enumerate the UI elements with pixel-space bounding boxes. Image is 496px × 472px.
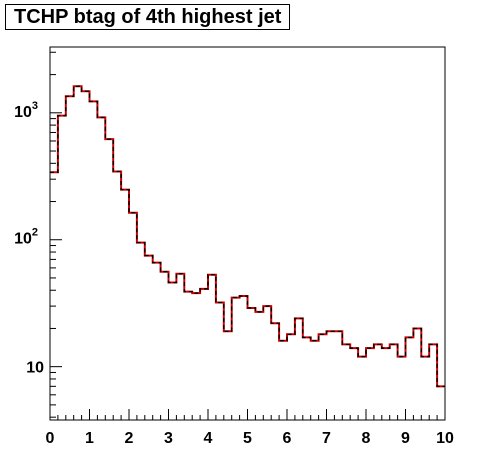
histogram-series-red-line: [50, 85, 445, 388]
y-tick-label: 102: [14, 227, 38, 248]
x-tick-label: 9: [401, 430, 410, 447]
histogram-series-black-dashed-line: [50, 85, 445, 388]
x-tick-label: 3: [164, 430, 173, 447]
axis-ticks: [49, 51, 446, 420]
x-tick-label: 10: [436, 430, 454, 447]
tick-labels: 0 1 2 3 4 5 6 7 8 9 10 10 102 103: [14, 100, 454, 447]
x-tick-label: 5: [243, 430, 252, 447]
x-tick-label: 8: [362, 430, 371, 447]
chart-title: TCHP btag of 4th highest jet: [5, 4, 291, 30]
y-tick-label: 10: [26, 360, 44, 377]
y-tick-label: 103: [14, 100, 38, 121]
x-tick-label: 7: [322, 430, 331, 447]
plot-frame: [49, 46, 446, 421]
x-tick-label: 4: [204, 430, 213, 447]
x-tick-label: 1: [85, 430, 94, 447]
y-tick-exponent: 2: [32, 227, 38, 239]
y-tick-exponent: 3: [32, 100, 38, 112]
x-tick-label: 2: [125, 430, 134, 447]
x-tick-label: 0: [46, 430, 55, 447]
x-tick-label: 6: [283, 430, 292, 447]
